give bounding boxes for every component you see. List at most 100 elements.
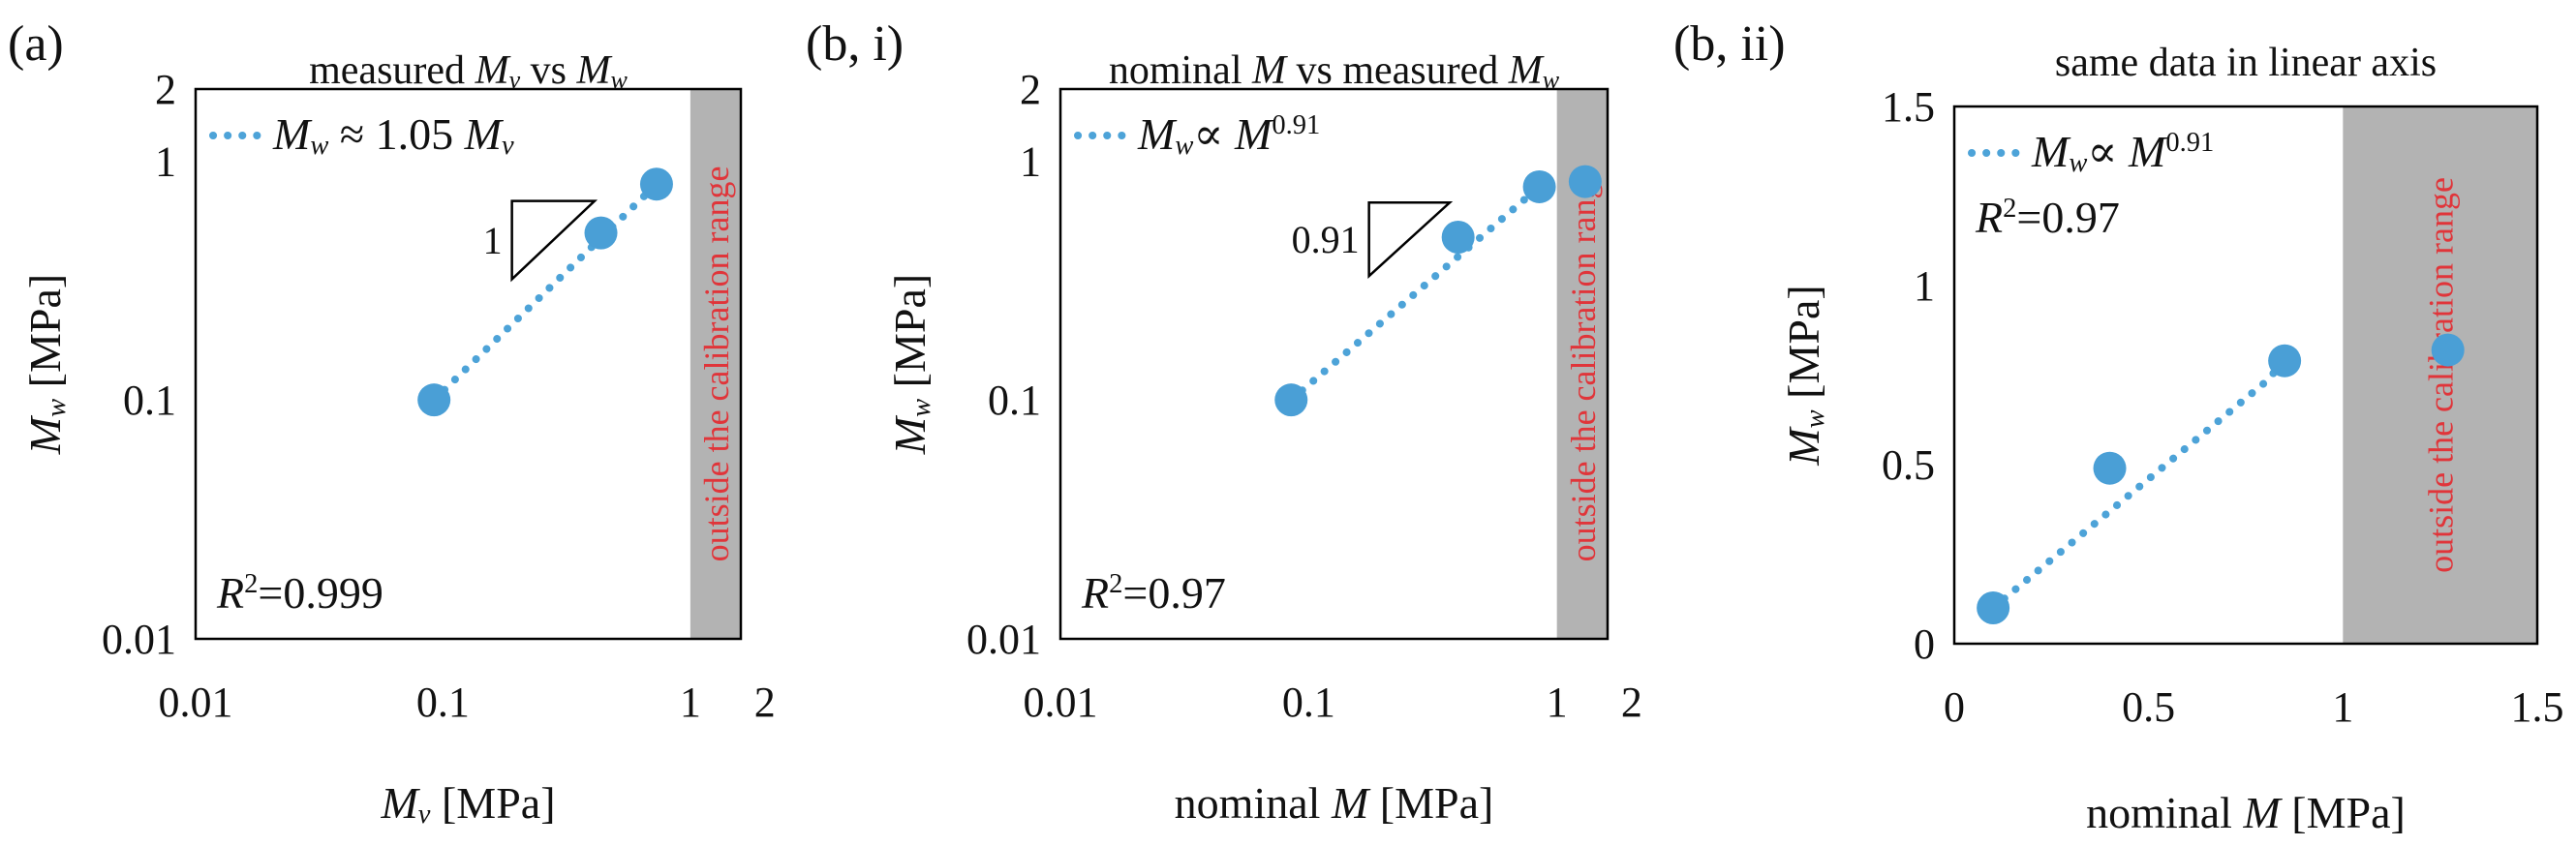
text-part: w (42, 399, 72, 417)
text-part: w (310, 131, 328, 161)
fit-line (1989, 356, 2289, 612)
y-tick-label: 1 (155, 137, 176, 185)
r-exponent: 2 (1109, 569, 1122, 599)
r-squared-label: R2=0.97 (1975, 193, 2120, 242)
text-part: [MPa] (430, 778, 555, 828)
panel-label: (a) (8, 16, 64, 72)
text-part: 0.91 (1272, 110, 1320, 140)
x-tick-label: 1 (680, 679, 701, 726)
data-point-outside-range (1568, 165, 1602, 198)
text-part: M (1251, 48, 1288, 93)
text-part: same data in linear axis (2055, 41, 2437, 85)
x-tick-label: 2 (1621, 679, 1642, 726)
chart-panel-a: outside the calibration range 0.01 0.1 1 2 0.… (8, 16, 776, 830)
text-part: w (1175, 131, 1193, 161)
text-part: v (418, 800, 431, 830)
text-part: M (1137, 109, 1178, 159)
text-part: M (1331, 778, 1371, 828)
text-part: ≈ 1.05 (328, 109, 464, 159)
x-tick-label: 1 (1547, 679, 1568, 726)
r-exponent: 2 (244, 569, 258, 599)
text-part: M (2128, 127, 2168, 176)
text-part: M (1508, 48, 1545, 93)
panel-label: (b, ii) (1673, 16, 1786, 72)
text-part: v (509, 66, 521, 94)
x-tick-label: 1 (2332, 683, 2353, 731)
x-tick-label: 0.01 (159, 679, 233, 726)
x-tick-label: 1.5 (2511, 683, 2564, 731)
shaded-region (2343, 106, 2537, 644)
data-point (1522, 169, 1556, 203)
text-part: [MPa] (2281, 788, 2406, 837)
y-tick-label: 0.01 (102, 616, 176, 663)
text-part: [MPa] (1779, 285, 1828, 409)
y-tick-label: 2 (155, 66, 176, 113)
shade-label: outside the calibration range (697, 166, 736, 562)
text-part: vs (520, 48, 576, 93)
y-tick-label: 0.1 (123, 377, 176, 424)
data-point (2268, 344, 2302, 378)
text-part: w (1543, 66, 1560, 94)
text-part: M (475, 48, 511, 93)
legend-text: Mw ≈ 1.05 Mv (272, 109, 514, 161)
r-symbol: R (1975, 193, 2003, 242)
chart-panel-b-i: outside the calibration range 0.01 0.1 1 2 0.… (806, 16, 1642, 828)
x-tick-label: 0.1 (1282, 679, 1335, 726)
panel-label: (b, i) (806, 16, 904, 72)
text-part: nominal (2086, 788, 2243, 837)
y-tick-label: 1 (1914, 262, 1935, 310)
data-point (639, 167, 673, 201)
text-part: [MPa] (1368, 778, 1493, 828)
text-part: 0.91 (2165, 128, 2214, 158)
chart-panel-b-ii: outside the calibration range 0 0.5 1 1.5 0 0.… (1673, 16, 2564, 837)
y-tick-label: 1 (1020, 137, 1041, 185)
legend-text: Mw∝ M0.91 (2031, 127, 2214, 178)
chart-title: measured Mv vs Mw (309, 48, 628, 94)
x-tick-label: 0.01 (1024, 679, 1098, 726)
text-part: nominal (1109, 48, 1252, 93)
x-axis-label: Mv [MPa] (380, 778, 555, 830)
text-part: M (464, 109, 505, 159)
text-part: M (2242, 788, 2283, 837)
r-value: =0.97 (2016, 193, 2119, 242)
r-squared-label: R2=0.999 (216, 568, 383, 618)
text-part: w (2069, 148, 2087, 178)
text-part: M (272, 109, 313, 159)
r-exponent: 2 (2003, 194, 2016, 224)
y-axis-label: Mw [MPa] (1779, 285, 1830, 466)
fit-line (1287, 182, 1544, 405)
text-part: M (575, 48, 612, 93)
text-part: M (1779, 426, 1828, 467)
text-part: w (906, 399, 936, 417)
text-part: M (20, 414, 70, 455)
x-tick-label: 0.5 (2122, 683, 2175, 731)
text-part: vs measured (1286, 48, 1509, 93)
y-axis-label: Mw [MPa] (20, 274, 72, 455)
x-tick-label: 2 (754, 679, 776, 726)
plot-frame (1058, 87, 1610, 641)
y-tick-label: 0.1 (988, 377, 1041, 424)
y-tick-label: 0.01 (966, 616, 1041, 663)
y-tick-label: 2 (1020, 66, 1041, 113)
r-squared-label: R2=0.97 (1081, 568, 1226, 618)
text-part: M (885, 414, 935, 455)
data-point (584, 216, 618, 250)
y-tick-label: 0 (1914, 620, 1935, 668)
r-value: =0.97 (1122, 568, 1225, 618)
data-point (417, 383, 451, 417)
text-part: [MPa] (885, 274, 935, 399)
shade-label: outside the calibration range (2422, 177, 2461, 573)
r-symbol: R (1081, 568, 1109, 618)
r-symbol: R (216, 568, 244, 618)
legend-text: Mw∝ M0.91 (1137, 109, 1320, 161)
text-part: M (380, 778, 420, 828)
x-tick-label: 0.1 (416, 679, 470, 726)
y-tick-label: 0.5 (1882, 441, 1935, 489)
x-axis-label: nominal M [MPa] (1175, 778, 1494, 828)
text-part: ∝ (1193, 109, 1235, 159)
data-point (1977, 591, 2010, 624)
text-part: w (1800, 409, 1830, 428)
text-part: [MPa] (20, 274, 70, 399)
shaded-region (690, 89, 741, 639)
